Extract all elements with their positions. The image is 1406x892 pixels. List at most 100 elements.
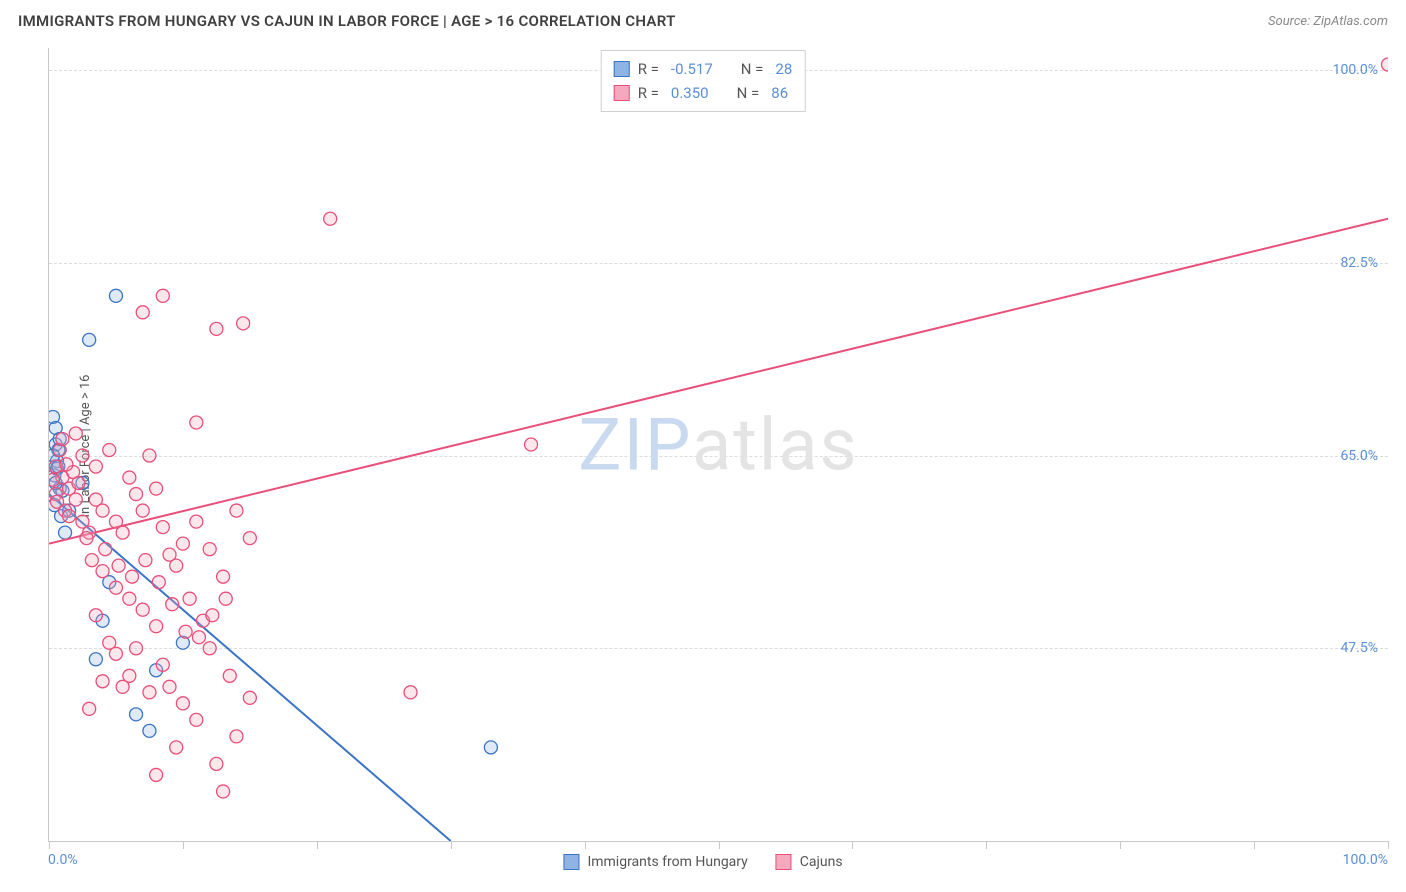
- data-point-cajuns: [243, 532, 256, 545]
- data-point-cajuns: [89, 460, 102, 473]
- data-point-cajuns: [152, 576, 165, 589]
- data-point-cajuns: [190, 713, 203, 726]
- data-point-cajuns: [126, 570, 139, 583]
- legend-swatch-cajuns: [776, 854, 792, 870]
- data-point-hungary: [130, 708, 143, 721]
- swatch-cajuns: [614, 85, 630, 101]
- data-point-cajuns: [217, 570, 230, 583]
- x-tick: [183, 841, 184, 849]
- data-point-cajuns: [206, 609, 219, 622]
- legend-item-hungary: Immigrants from Hungary: [563, 854, 747, 870]
- data-point-cajuns: [210, 757, 223, 770]
- data-point-cajuns: [230, 730, 243, 743]
- data-point-cajuns: [404, 686, 417, 699]
- data-point-cajuns: [156, 658, 169, 671]
- data-point-cajuns: [170, 559, 183, 572]
- data-point-cajuns: [150, 620, 163, 633]
- data-point-cajuns: [130, 642, 143, 655]
- data-point-cajuns: [112, 559, 125, 572]
- data-point-cajuns: [190, 515, 203, 528]
- data-point-cajuns: [150, 482, 163, 495]
- data-point-hungary: [59, 526, 72, 539]
- x-tick: [1388, 841, 1389, 849]
- data-point-hungary: [89, 653, 102, 666]
- data-point-cajuns: [96, 675, 109, 688]
- data-point-cajuns: [143, 686, 156, 699]
- data-point-cajuns: [136, 306, 149, 319]
- data-point-cajuns: [166, 598, 179, 611]
- legend-swatch-hungary: [563, 854, 579, 870]
- legend: Immigrants from Hungary Cajuns: [563, 854, 842, 870]
- data-point-cajuns: [80, 532, 93, 545]
- data-point-cajuns: [99, 543, 112, 556]
- data-point-cajuns: [69, 493, 82, 506]
- data-point-hungary: [83, 333, 96, 346]
- swatch-hungary: [614, 61, 630, 77]
- x-tick: [585, 841, 586, 849]
- data-point-cajuns: [83, 702, 96, 715]
- data-point-cajuns: [230, 504, 243, 517]
- data-point-cajuns: [123, 471, 136, 484]
- data-point-cajuns: [143, 449, 156, 462]
- data-point-hungary: [484, 741, 497, 754]
- data-point-cajuns: [176, 697, 189, 710]
- data-point-cajuns: [116, 680, 129, 693]
- x-tick: [1120, 841, 1121, 849]
- data-point-cajuns: [183, 592, 196, 605]
- data-point-cajuns: [116, 526, 129, 539]
- data-point-cajuns: [76, 449, 89, 462]
- data-point-cajuns: [190, 416, 203, 429]
- correlation-stats-box: R = -0.517 N = 28 R = 0.350 N = 86: [601, 50, 806, 112]
- data-point-cajuns: [219, 592, 232, 605]
- data-point-cajuns: [109, 581, 122, 594]
- data-point-cajuns: [203, 543, 216, 556]
- data-point-cajuns: [192, 631, 205, 644]
- data-point-cajuns: [69, 427, 82, 440]
- x-tick-max: 100.0%: [1343, 852, 1388, 868]
- data-point-cajuns: [109, 647, 122, 660]
- chart-plot-area: ZIPatlas 47.5%65.0%82.5%100.0%: [48, 48, 1388, 842]
- x-tick: [451, 841, 452, 849]
- data-point-cajuns: [89, 609, 102, 622]
- data-point-cajuns: [156, 521, 169, 534]
- source-citation: Source: ZipAtlas.com: [1268, 14, 1388, 29]
- data-point-cajuns: [139, 554, 152, 567]
- legend-item-cajuns: Cajuns: [776, 854, 843, 870]
- x-tick: [986, 841, 987, 849]
- data-point-cajuns: [49, 473, 60, 486]
- data-point-cajuns: [170, 741, 183, 754]
- stats-row-hungary: R = -0.517 N = 28: [614, 57, 793, 81]
- data-point-cajuns: [51, 495, 64, 508]
- data-point-cajuns: [136, 603, 149, 616]
- x-tick: [719, 841, 720, 849]
- data-point-cajuns: [163, 680, 176, 693]
- data-point-cajuns: [203, 642, 216, 655]
- x-tick: [852, 841, 853, 849]
- data-point-cajuns: [237, 317, 250, 330]
- data-point-cajuns: [210, 322, 223, 335]
- legend-label-cajuns: Cajuns: [800, 854, 843, 870]
- x-tick: [1254, 841, 1255, 849]
- data-point-cajuns: [63, 510, 76, 523]
- data-point-cajuns: [96, 565, 109, 578]
- x-tick: [49, 841, 50, 849]
- scatter-svg: [49, 48, 1388, 841]
- data-point-cajuns: [60, 458, 73, 471]
- data-point-cajuns: [179, 625, 192, 638]
- data-point-cajuns: [156, 289, 169, 302]
- data-point-cajuns: [223, 669, 236, 682]
- data-point-cajuns: [56, 432, 69, 445]
- data-point-cajuns: [176, 537, 189, 550]
- data-point-cajuns: [130, 488, 143, 501]
- data-point-cajuns: [1382, 58, 1389, 71]
- data-point-cajuns: [85, 554, 98, 567]
- stats-row-cajuns: R = 0.350 N = 86: [614, 81, 793, 105]
- x-tick-min: 0.0%: [48, 852, 78, 868]
- data-point-cajuns: [150, 768, 163, 781]
- data-point-cajuns: [123, 592, 136, 605]
- data-point-cajuns: [96, 504, 109, 517]
- data-point-cajuns: [525, 438, 538, 451]
- data-point-cajuns: [324, 212, 337, 225]
- data-point-cajuns: [217, 785, 230, 798]
- trend-line-cajuns: [49, 219, 1388, 544]
